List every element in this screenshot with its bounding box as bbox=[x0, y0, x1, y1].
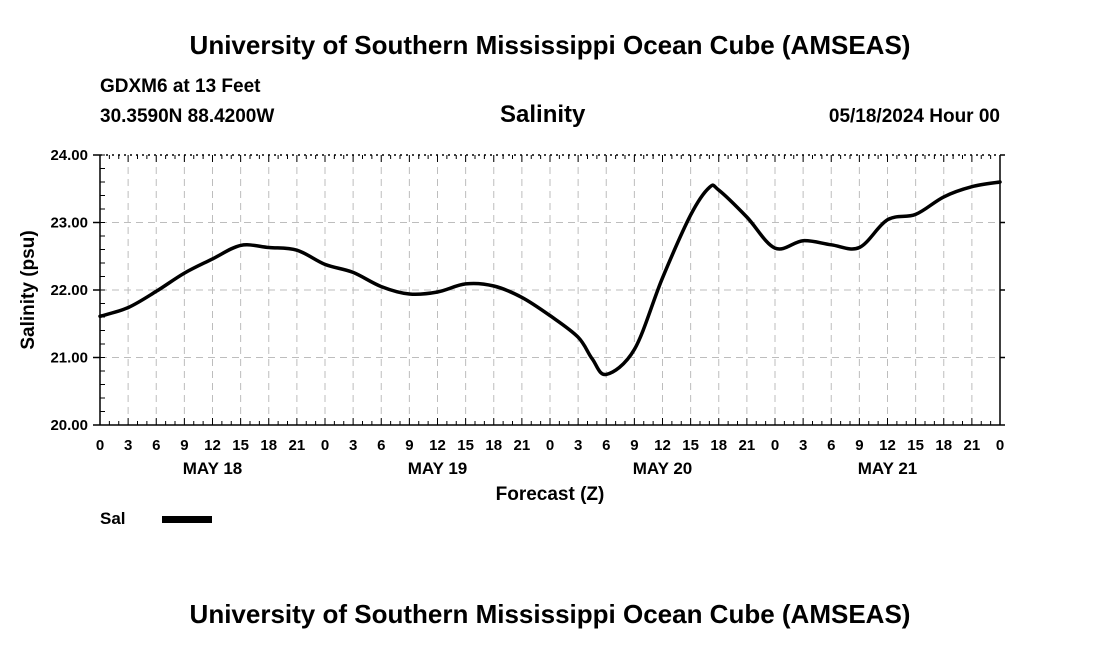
x-tick-label: 21 bbox=[964, 437, 981, 454]
location-label: 30.3590N 88.4200W bbox=[100, 106, 275, 127]
x-tick-label: 21 bbox=[289, 437, 306, 454]
y-tick-label: 24.00 bbox=[50, 147, 88, 164]
x-tick-label: 0 bbox=[771, 437, 779, 454]
x-day-label: MAY 18 bbox=[183, 459, 243, 478]
y-axis-label: Salinity (psu) bbox=[18, 230, 39, 349]
x-tick-label: 9 bbox=[405, 437, 413, 454]
x-tick-label: 15 bbox=[907, 437, 924, 454]
x-tick-label: 9 bbox=[855, 437, 863, 454]
x-tick-label: 3 bbox=[124, 437, 132, 454]
x-tick-label: 9 bbox=[630, 437, 638, 454]
x-tick-label: 3 bbox=[349, 437, 357, 454]
x-tick-label: 18 bbox=[260, 437, 277, 454]
x-tick-label: 21 bbox=[514, 437, 531, 454]
x-tick-label: 12 bbox=[204, 437, 221, 454]
x-tick-label: 18 bbox=[935, 437, 952, 454]
x-tick-label: 18 bbox=[710, 437, 727, 454]
legend-swatch bbox=[162, 516, 212, 523]
x-tick-label: 6 bbox=[602, 437, 610, 454]
x-tick-label: 9 bbox=[180, 437, 188, 454]
station-label: GDXM6 at 13 Feet bbox=[100, 76, 261, 97]
x-day-label: MAY 19 bbox=[408, 459, 468, 478]
x-tick-label: 18 bbox=[485, 437, 502, 454]
x-tick-label: 12 bbox=[429, 437, 446, 454]
series-line-sal bbox=[98, 180, 1002, 377]
chart-title-top: University of Southern Mississippi Ocean… bbox=[189, 30, 911, 60]
x-day-label: MAY 20 bbox=[633, 459, 693, 478]
x-tick-label: 3 bbox=[574, 437, 582, 454]
x-tick-label: 6 bbox=[827, 437, 835, 454]
y-tick-label: 22.00 bbox=[50, 282, 88, 299]
chart-subtitle: Salinity bbox=[500, 101, 586, 128]
y-tick-label: 20.00 bbox=[50, 417, 88, 434]
x-tick-label: 15 bbox=[457, 437, 474, 454]
x-tick-label: 3 bbox=[799, 437, 807, 454]
x-tick-label: 15 bbox=[682, 437, 699, 454]
x-tick-label: 0 bbox=[546, 437, 554, 454]
x-tick-label: 0 bbox=[996, 437, 1004, 454]
x-tick-label: 15 bbox=[232, 437, 249, 454]
x-tick-label: 21 bbox=[739, 437, 756, 454]
legend-label: Sal bbox=[100, 509, 126, 528]
x-day-label: MAY 21 bbox=[858, 459, 918, 478]
x-tick-label: 12 bbox=[654, 437, 671, 454]
y-tick-label: 23.00 bbox=[50, 215, 88, 232]
chart-title-bottom: University of Southern Mississippi Ocean… bbox=[189, 599, 911, 629]
x-tick-label: 6 bbox=[377, 437, 385, 454]
x-tick-label: 6 bbox=[152, 437, 160, 454]
x-tick-label: 0 bbox=[96, 437, 104, 454]
x-tick-label: 12 bbox=[879, 437, 896, 454]
datetime-label: 05/18/2024 Hour 00 bbox=[828, 106, 1000, 127]
x-axis-label: Forecast (Z) bbox=[496, 484, 605, 505]
x-tick-label: 0 bbox=[321, 437, 329, 454]
y-tick-label: 21.00 bbox=[50, 350, 88, 367]
